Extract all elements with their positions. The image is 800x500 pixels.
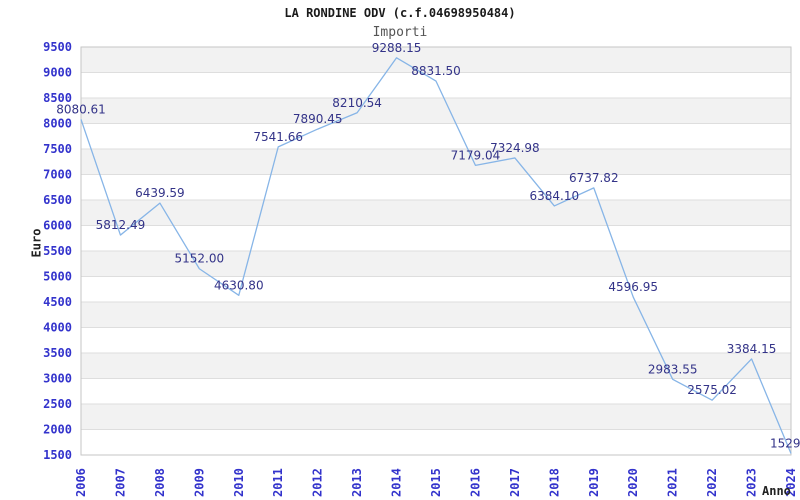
x-tick-label: 2013 xyxy=(350,468,364,497)
x-tick-label: 2009 xyxy=(192,468,206,497)
data-line xyxy=(80,57,792,454)
y-tick-label: 3000 xyxy=(43,372,72,386)
point-label: 7179.04 xyxy=(451,148,501,162)
point-label: 2575.02 xyxy=(687,383,737,397)
plot-band xyxy=(81,225,791,251)
point-label: 6384.10 xyxy=(530,189,580,203)
x-tick-label: 2022 xyxy=(705,468,719,497)
y-tick-label: 5500 xyxy=(43,244,72,258)
plot-band xyxy=(81,327,791,353)
point-label: 4630.80 xyxy=(214,278,264,292)
plot-band xyxy=(81,404,791,430)
point-label: 5152.00 xyxy=(175,252,225,266)
x-tick-label: 2019 xyxy=(587,468,601,497)
plot-band xyxy=(81,302,791,328)
x-tick-label: 2006 xyxy=(74,468,88,497)
y-tick-label: 8000 xyxy=(43,117,72,131)
chart-title: LA RONDINE ODV (c.f.04698950484) xyxy=(284,6,516,20)
point-label: 6439.59 xyxy=(135,186,185,200)
y-tick-label: 8500 xyxy=(43,91,72,105)
plot-band xyxy=(81,174,791,200)
plot-border xyxy=(80,46,792,456)
y-tick-label: 3500 xyxy=(43,346,72,360)
plot-band xyxy=(81,378,791,404)
plot-band xyxy=(81,98,791,124)
y-tick-label: 9000 xyxy=(43,66,72,80)
point-label: 9288.15 xyxy=(372,41,422,55)
y-tick-label: 5000 xyxy=(43,270,72,284)
plot-band xyxy=(81,72,791,98)
y-tick-label: 7500 xyxy=(43,142,72,156)
y-tick-label: 2500 xyxy=(43,397,72,411)
y-axis-title: Euro xyxy=(29,228,44,258)
plot-band xyxy=(81,149,791,175)
point-label: 1529.4 xyxy=(770,437,800,451)
y-tick-label: 1500 xyxy=(43,448,72,462)
x-tick-label: 2021 xyxy=(666,468,680,497)
x-tick-label: 2007 xyxy=(113,468,127,497)
plot-band xyxy=(81,251,791,277)
plot-band xyxy=(81,200,791,226)
x-tick-label: 2015 xyxy=(429,468,443,497)
x-tick-label: 2016 xyxy=(468,468,482,497)
y-tick-label: 9500 xyxy=(43,40,72,54)
point-label: 3384.15 xyxy=(727,342,777,356)
point-label: 6737.82 xyxy=(569,171,619,185)
x-tick-label: 2018 xyxy=(547,468,561,497)
plot-band xyxy=(81,429,791,455)
x-tick-label: 2010 xyxy=(232,468,246,497)
y-tick-label: 4500 xyxy=(43,295,72,309)
y-tick-label: 4000 xyxy=(43,321,72,335)
x-axis-title: Anno xyxy=(762,484,791,498)
y-tick-label: 2000 xyxy=(43,423,72,437)
x-tick-label: 2011 xyxy=(271,468,285,497)
x-tick-label: 2008 xyxy=(153,468,167,497)
x-tick-label: 2017 xyxy=(508,468,522,497)
point-label: 8080.61 xyxy=(56,102,106,116)
plot-band xyxy=(81,123,791,149)
plot-band xyxy=(81,47,791,73)
chart-subtitle: Importi xyxy=(372,25,428,40)
x-tick-label: 2024 xyxy=(784,468,798,497)
x-tick-label: 2020 xyxy=(626,468,640,497)
point-label: 2983.55 xyxy=(648,362,698,376)
point-label: 7324.98 xyxy=(490,141,540,155)
point-label: 7541.66 xyxy=(253,130,303,144)
y-tick-label: 6500 xyxy=(43,193,72,207)
x-tick-label: 2012 xyxy=(311,468,325,497)
x-tick-label: 2014 xyxy=(390,468,404,497)
plot-band xyxy=(81,276,791,302)
y-tick-label: 6000 xyxy=(43,219,72,233)
y-tick-label: 7000 xyxy=(43,168,72,182)
point-label: 8831.50 xyxy=(411,64,461,78)
plot-band xyxy=(81,353,791,379)
point-label: 8210.54 xyxy=(332,96,382,110)
point-label: 7890.45 xyxy=(293,112,343,126)
point-label: 5812.49 xyxy=(96,218,146,232)
x-tick-label: 2023 xyxy=(745,468,759,497)
point-label: 4596.95 xyxy=(608,280,658,294)
